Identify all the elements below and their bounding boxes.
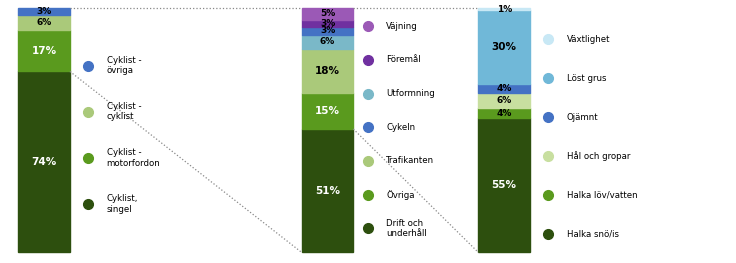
- Point: [297, 6, 306, 9]
- Bar: [18, 30, 70, 72]
- Text: 18%: 18%: [315, 66, 340, 76]
- Text: Cyklist,
singel: Cyklist, singel: [107, 194, 138, 214]
- Line: 2 pts: 2 pts: [70, 72, 302, 252]
- Point: [349, 127, 358, 130]
- Text: 4%: 4%: [497, 109, 512, 118]
- Text: 55%: 55%: [492, 180, 517, 190]
- Text: Halka löv/vatten: Halka löv/vatten: [567, 191, 637, 200]
- Text: Föremål: Föremål: [386, 55, 421, 64]
- Text: Cykeln: Cykeln: [386, 123, 416, 132]
- Text: 74%: 74%: [32, 157, 57, 167]
- Text: Cyklist -
cyklist: Cyklist - cyklist: [107, 102, 141, 122]
- Point: [474, 6, 483, 9]
- Text: Drift och
underhåll: Drift och underhåll: [386, 219, 427, 238]
- Text: Hål och gropar: Hål och gropar: [567, 151, 630, 161]
- Bar: [302, 49, 353, 93]
- Bar: [302, 129, 353, 252]
- Text: 51%: 51%: [315, 186, 340, 196]
- Bar: [18, 15, 70, 30]
- Point: [66, 6, 74, 9]
- Point: [66, 70, 74, 73]
- Point: [474, 251, 483, 254]
- Bar: [302, 27, 353, 34]
- Text: 15%: 15%: [315, 106, 340, 116]
- Text: Utformning: Utformning: [386, 89, 435, 98]
- Bar: [302, 34, 353, 49]
- Text: 6%: 6%: [320, 37, 335, 46]
- Text: Trafikanten: Trafikanten: [386, 156, 434, 165]
- Bar: [478, 84, 530, 94]
- Text: 4%: 4%: [497, 84, 512, 93]
- Text: 1%: 1%: [497, 5, 512, 14]
- Text: 30%: 30%: [492, 42, 517, 52]
- Text: 3%: 3%: [37, 7, 52, 16]
- Bar: [302, 8, 353, 20]
- Bar: [478, 94, 530, 108]
- Text: 3%: 3%: [320, 19, 335, 28]
- Text: Halka snö/is: Halka snö/is: [567, 230, 619, 239]
- Bar: [302, 20, 353, 27]
- Bar: [478, 108, 530, 118]
- Bar: [478, 8, 530, 10]
- Text: Löst grus: Löst grus: [567, 74, 606, 83]
- Bar: [18, 72, 70, 252]
- Text: Övriga: Övriga: [386, 190, 415, 200]
- Bar: [478, 10, 530, 84]
- Text: 6%: 6%: [497, 96, 512, 105]
- Text: Väjning: Väjning: [386, 22, 418, 31]
- Text: Ojämnt: Ojämnt: [567, 113, 598, 122]
- Text: Cyklist -
övriga: Cyklist - övriga: [107, 56, 141, 75]
- Bar: [302, 93, 353, 129]
- Text: Cyklist -
motorfordon: Cyklist - motorfordon: [107, 148, 160, 168]
- Line: 2 pts: 2 pts: [353, 129, 478, 252]
- Text: Växtlighet: Växtlighet: [567, 35, 610, 44]
- Point: [349, 6, 358, 9]
- Text: 17%: 17%: [32, 46, 57, 56]
- Bar: [18, 8, 70, 15]
- Text: 5%: 5%: [320, 9, 335, 18]
- Text: 6%: 6%: [37, 18, 52, 27]
- Point: [297, 251, 306, 254]
- Bar: [478, 118, 530, 252]
- Text: 3%: 3%: [320, 26, 335, 36]
